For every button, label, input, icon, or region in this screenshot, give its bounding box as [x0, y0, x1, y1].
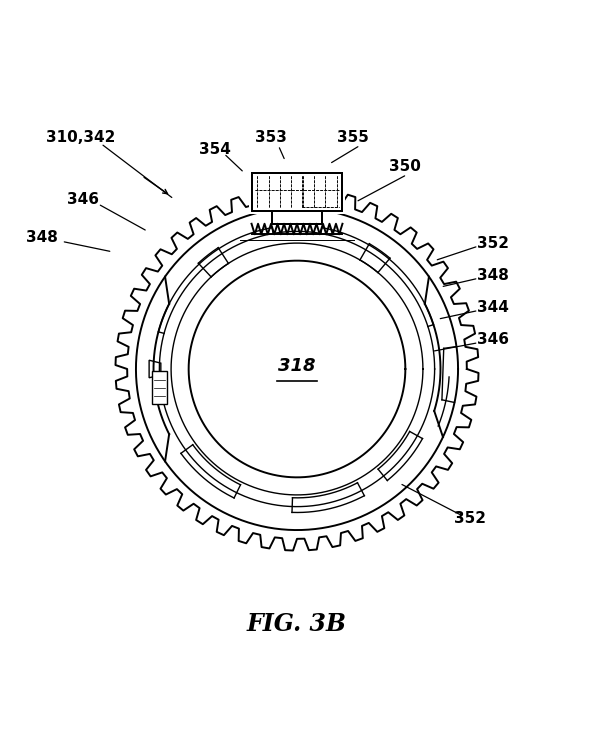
Text: 353: 353	[255, 130, 286, 145]
Bar	[249, 170, 345, 214]
Text: 310,342: 310,342	[46, 130, 115, 145]
Text: 354: 354	[199, 142, 231, 157]
Text: 346: 346	[477, 332, 509, 347]
Text: FIG. 3B: FIG. 3B	[247, 612, 347, 635]
Text: 355: 355	[337, 130, 368, 145]
Text: 346: 346	[67, 192, 99, 207]
Polygon shape	[152, 371, 167, 404]
Text: 348: 348	[477, 268, 509, 283]
Text: 350: 350	[390, 159, 421, 174]
Text: 352: 352	[454, 511, 486, 526]
Text: 352: 352	[477, 235, 509, 251]
Text: 318: 318	[278, 357, 316, 375]
Text: 344: 344	[477, 300, 509, 315]
Text: 348: 348	[26, 230, 58, 245]
